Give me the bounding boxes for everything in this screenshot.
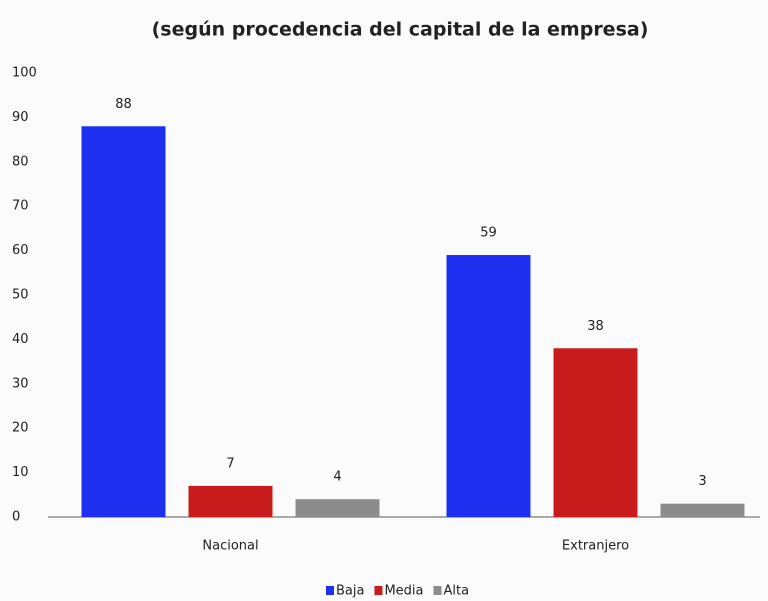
legend-label: Baja (336, 584, 364, 599)
bar (81, 126, 166, 517)
y-tick-label: 90 (12, 110, 29, 125)
bar (446, 255, 531, 518)
bar (660, 503, 745, 517)
legend-label: Alta (444, 584, 470, 599)
y-tick-label: 100 (12, 66, 37, 81)
chart-title: (según procedencia del capital de la emp… (152, 19, 649, 41)
y-tick-label: 10 (12, 465, 29, 480)
y-tick-label: 30 (12, 376, 29, 391)
bar (553, 348, 638, 517)
data-label: 88 (115, 97, 132, 112)
data-label: 3 (698, 474, 706, 489)
y-tick-label: 80 (12, 154, 29, 169)
bar (295, 499, 380, 517)
data-label: 7 (226, 456, 234, 471)
bar (188, 485, 273, 517)
data-label: 38 (587, 319, 604, 334)
y-tick-label: 60 (12, 243, 29, 258)
y-tick-label: 0 (12, 510, 20, 525)
x-tick-label: Extranjero (562, 539, 629, 554)
data-label: 59 (480, 226, 497, 241)
y-tick-label: 70 (12, 199, 29, 214)
y-tick-label: 40 (12, 332, 29, 347)
legend-swatch (326, 586, 334, 595)
y-tick-label: 20 (12, 421, 29, 436)
legend-label: Media (384, 584, 423, 599)
legend-swatch (374, 586, 383, 595)
x-tick-label: Nacional (202, 539, 258, 554)
data-label: 4 (333, 470, 341, 485)
legend-swatch (433, 586, 442, 595)
y-tick-label: 50 (12, 288, 29, 303)
